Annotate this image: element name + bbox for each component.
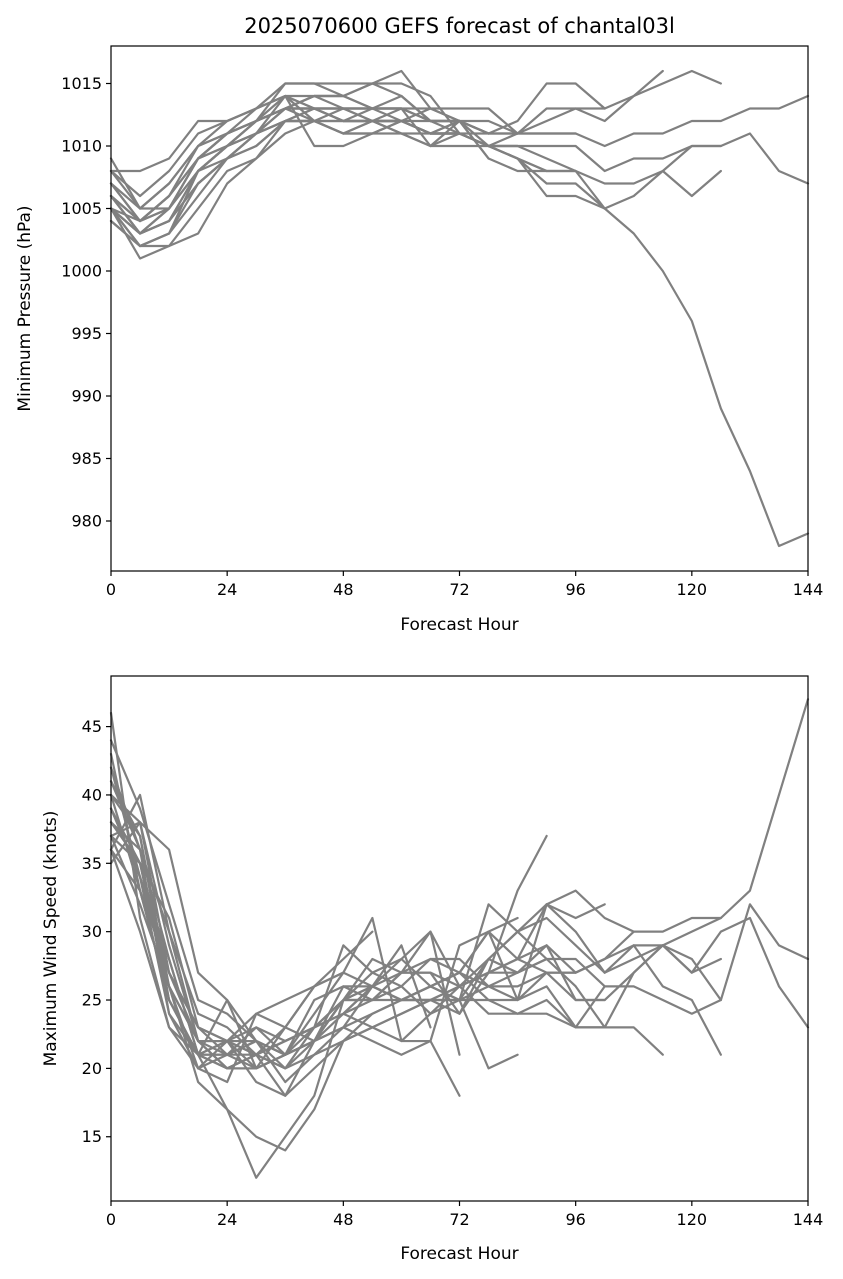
wind-x-tick-label: 144	[793, 1210, 824, 1229]
wind-y-tick-label: 15	[82, 1127, 102, 1146]
wind-x-axis-label: Forecast Hour	[400, 1244, 518, 1264]
pressure-x-tick-label: 96	[565, 580, 585, 599]
pressure-x-tick-label: 48	[333, 580, 353, 599]
wind-y-tick-label: 45	[82, 717, 102, 736]
wind-y-tick-label: 20	[82, 1059, 102, 1078]
wind-series-line-19	[109, 793, 461, 1097]
wind-series-line-21	[109, 807, 432, 1043]
wind-y-tick-label: 25	[82, 991, 102, 1010]
pressure-series-line-18	[109, 94, 490, 260]
pressure-series-line-12	[109, 94, 548, 210]
wind-series-line-12	[109, 821, 606, 1056]
pressure-y-tick-label: 1010	[61, 137, 102, 156]
pressure-y-tick-label: 1000	[61, 262, 102, 281]
pressure-y-tick-label: 990	[71, 387, 102, 406]
wind-x-tick-label: 120	[677, 1210, 708, 1229]
wind-x-tick-label: 96	[565, 1210, 585, 1229]
pressure-y-tick-label: 985	[71, 449, 102, 468]
wind-x-tick-label: 48	[333, 1210, 353, 1229]
pressure-y-axis-label: Minimum Pressure (hPa)	[15, 205, 35, 411]
pressure-series-line-21	[109, 107, 432, 223]
pressure-x-tick-label: 24	[217, 580, 237, 599]
wind-plot-frame	[110, 675, 809, 1202]
pressure-plot-frame	[110, 45, 809, 572]
pressure-y-tick-label: 1005	[61, 199, 102, 218]
wind-series-line-22	[109, 766, 374, 1070]
pressure-y-tick-label: 995	[71, 324, 102, 343]
wind-x-tick-label: 0	[106, 1210, 116, 1229]
wind-x-tick-label: 72	[449, 1210, 469, 1229]
wind-y-tick-label: 30	[82, 922, 102, 941]
wind-series-line-20	[109, 821, 461, 1070]
pressure-x-tick-label: 0	[106, 580, 116, 599]
wind-chart: 0 24 48 72 96 120 144 15 20 25 30 35 40 45 Forecast H…	[41, 675, 824, 1264]
pressure-chart: 2025070600 GEFS forecast of chantal03l 0…	[15, 14, 823, 635]
pressure-x-axis-label: Forecast Hour	[400, 615, 518, 635]
wind-y-axis-label: Maximum Wind Speed (knots)	[41, 811, 61, 1067]
wind-y-tick-label: 35	[82, 854, 102, 873]
wind-y-tick-label: 40	[82, 785, 102, 804]
wind-x-tick-label: 24	[217, 1210, 237, 1229]
chart-title: 2025070600 GEFS forecast of chantal03l	[244, 14, 675, 38]
pressure-x-tick-label: 144	[793, 580, 824, 599]
pressure-y-tick-label: 1015	[61, 74, 102, 93]
pressure-x-tick-label: 72	[449, 580, 469, 599]
pressure-x-tick-label: 120	[677, 580, 708, 599]
pressure-y-tick-label: 980	[71, 512, 102, 531]
wind-series-line-23	[109, 848, 345, 1084]
